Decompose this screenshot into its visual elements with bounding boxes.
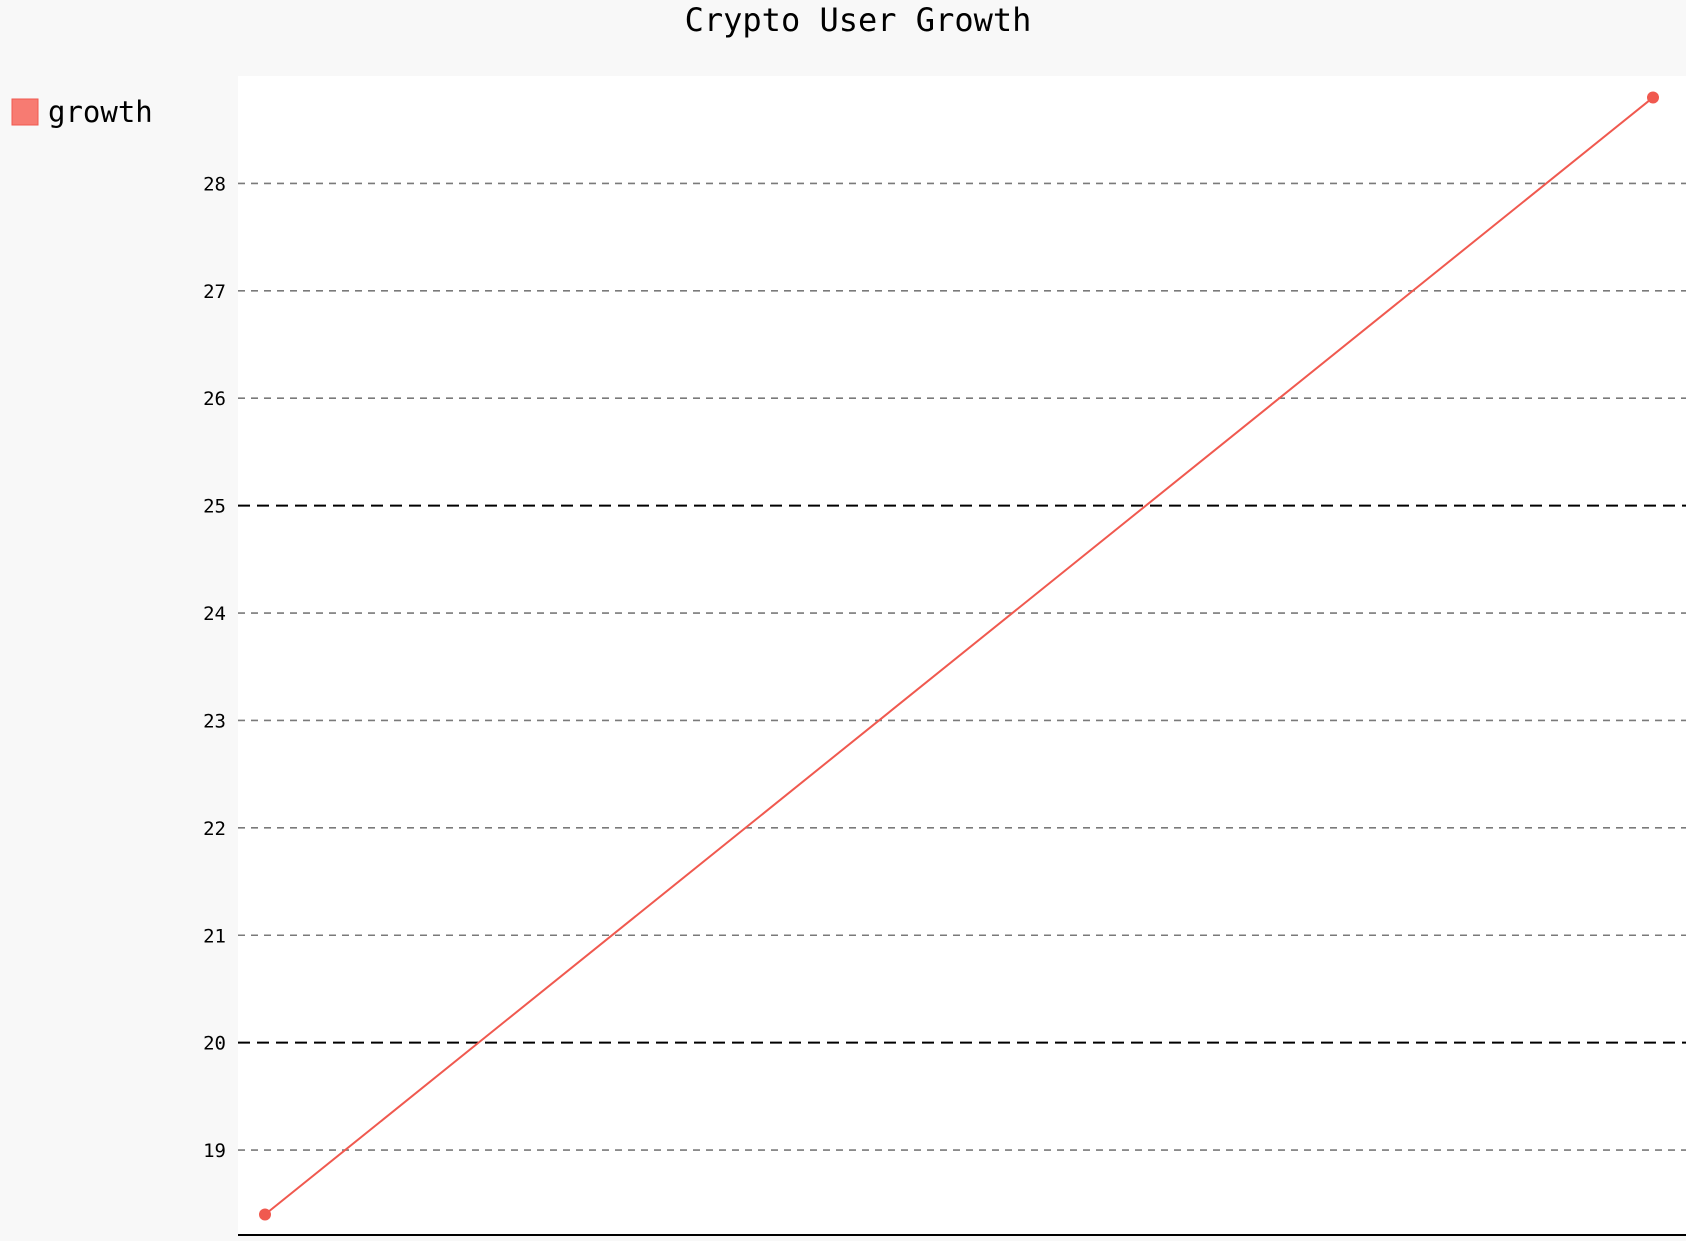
y-tick-label-20: 20 — [203, 1033, 226, 1055]
y-tick-label-21: 21 — [203, 925, 226, 947]
y-tick-label-23: 23 — [203, 710, 226, 732]
y-tick-label-26: 26 — [203, 388, 226, 410]
legend-swatch — [11, 98, 39, 126]
y-tick-label-27: 27 — [203, 281, 226, 303]
legend-label: growth — [48, 95, 153, 129]
y-tick-label-22: 22 — [203, 818, 226, 840]
chart-title: Crypto User Growth — [685, 1, 1032, 39]
grid-layer — [238, 182, 1686, 1151]
series-layer — [259, 91, 1659, 1221]
y-tick-labels: 19 20 21 22 23 24 25 26 27 28 — [203, 173, 226, 1162]
y-tick-label-19: 19 — [203, 1140, 226, 1162]
y-tick-label-25: 25 — [203, 496, 226, 518]
y-tick-label-24: 24 — [203, 603, 226, 625]
data-point-growth-0[interactable] — [259, 1208, 271, 1221]
series-line-growth — [264, 96, 1654, 1216]
y-tick-label-28: 28 — [203, 173, 226, 195]
data-point-growth-1[interactable] — [1647, 91, 1659, 104]
